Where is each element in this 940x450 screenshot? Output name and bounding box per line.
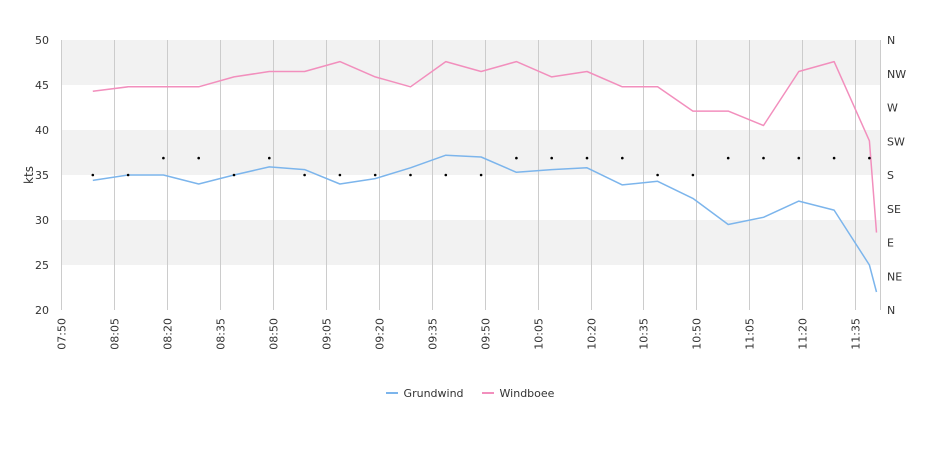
direction-marker: [726, 156, 730, 160]
x-tick-label: 08:20: [162, 318, 175, 350]
y-axis-title: kts: [22, 166, 36, 184]
x-tick-label: 09:20: [374, 318, 387, 350]
direction-marker: [197, 156, 200, 160]
y2-tick-label: SW: [887, 135, 905, 148]
y2-tick-label: NE: [887, 270, 902, 283]
x-tick-label: 07:50: [56, 318, 69, 350]
series-line-windboee: [92, 60, 878, 233]
y-tick-label: 35: [35, 169, 49, 182]
x-tick-label: 11:35: [850, 318, 863, 350]
direction-marker: [656, 173, 659, 177]
x-tick-label: 08:35: [215, 318, 228, 350]
direction-marker: [868, 156, 871, 160]
y-tick-label: 20: [35, 304, 49, 317]
x-gridlines: [61, 40, 881, 310]
x-tick-label: 09:05: [321, 318, 334, 350]
y2-axis-labels: N NE E SE S SW W NW N: [887, 34, 906, 317]
direction-marker: [762, 156, 765, 160]
x-tick-label: 10:50: [691, 318, 704, 350]
x-tick-label: 08:05: [109, 318, 122, 350]
y-tick-label: 30: [35, 214, 49, 227]
y2-tick-label: N: [887, 304, 895, 317]
direction-marker: [303, 173, 306, 177]
series-lines: [92, 60, 878, 293]
direction-marker: [232, 173, 236, 177]
direction-marker: [691, 173, 695, 177]
direction-marker: [268, 156, 271, 160]
x-tick-label: 10:05: [533, 318, 546, 350]
legend-swatch-windboee: [481, 392, 494, 394]
direction-marker: [797, 156, 801, 160]
direction-marker: [373, 173, 377, 177]
y-tick-label: 25: [35, 259, 49, 272]
direction-markers: [91, 156, 871, 177]
legend-label-grundwind: Grundwind: [403, 386, 464, 400]
x-axis-labels: 07:50 08:05 08:20 08:35 08:50 09:05 09:20 09:35…: [56, 318, 863, 350]
x-tick-label: 10:35: [638, 318, 651, 350]
x-tick-label: 09:35: [427, 318, 440, 350]
direction-marker: [832, 156, 836, 160]
direction-marker: [409, 173, 412, 177]
direction-marker: [338, 173, 342, 177]
direction-marker: [550, 156, 553, 160]
y2-tick-label: SE: [887, 203, 901, 216]
y2-tick-label: W: [887, 102, 898, 115]
y-tick-label: 40: [35, 124, 49, 137]
legend-swatch-grundwind: [385, 392, 398, 394]
x-tick-label: 11:05: [744, 318, 757, 350]
plot-band: [61, 265, 880, 310]
direction-marker: [479, 173, 483, 177]
direction-marker: [621, 156, 624, 160]
x-tick-label: 09:50: [480, 318, 493, 350]
plot-band: [61, 220, 880, 265]
plot-bands: [61, 40, 880, 310]
y2-tick-label: N: [887, 34, 895, 47]
plot-band: [61, 175, 880, 220]
plot-band: [61, 85, 880, 130]
y-tick-label: 50: [35, 34, 49, 47]
plot-band: [61, 130, 880, 175]
legend-item-grundwind[interactable]: Grundwind: [385, 384, 464, 402]
direction-marker: [162, 156, 165, 160]
legend: Grundwind Windboee: [0, 384, 940, 402]
y-tick-label: 45: [35, 79, 49, 92]
legend-label-windboee: Windboee: [499, 386, 555, 400]
series-line-grundwind: [92, 154, 878, 293]
y2-tick-label: NW: [887, 68, 906, 81]
y2-tick-label: E: [887, 237, 894, 250]
direction-marker: [515, 156, 518, 160]
direction-marker: [585, 156, 589, 160]
y-axis-labels: 20 25 30 35 40 45 50: [35, 34, 49, 317]
direction-marker: [126, 173, 130, 177]
plot-band: [61, 40, 880, 85]
y2-tick-label: S: [887, 169, 894, 182]
x-tick-label: 08:50: [268, 318, 281, 350]
x-tick-label: 11:20: [797, 318, 810, 350]
direction-marker: [444, 173, 448, 177]
legend-item-windboee[interactable]: Windboee: [481, 384, 555, 402]
x-tick-label: 10:20: [586, 318, 599, 350]
direction-marker: [91, 173, 95, 177]
